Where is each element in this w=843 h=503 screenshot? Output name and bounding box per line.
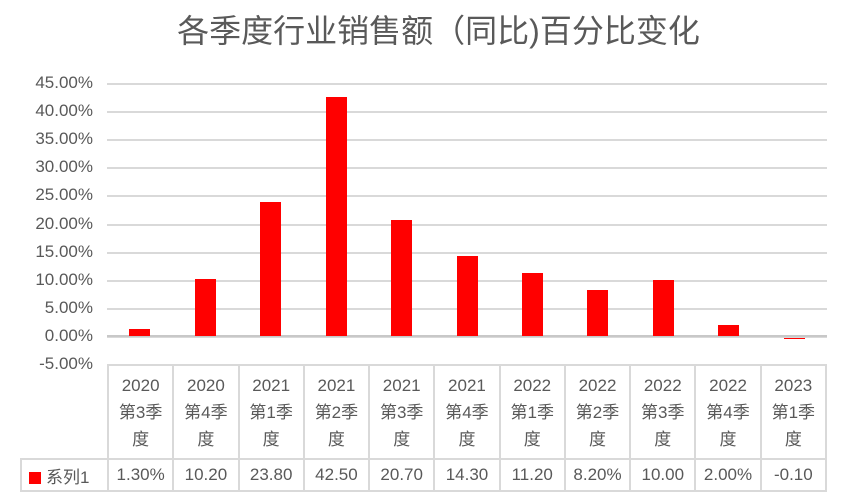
data-table-header-cell: 2022 第1季 度: [498, 364, 566, 460]
bar[interactable]: [325, 97, 347, 336]
data-table-header-cell: 2022 第2季 度: [563, 364, 632, 460]
data-table-value-cell: 42.50: [302, 458, 371, 492]
bar[interactable]: [718, 324, 740, 336]
gridline: [107, 111, 827, 114]
data-table-value-cell: -0.10: [759, 458, 828, 492]
gridline: [107, 223, 827, 226]
data-table-header-cell: 2022 第4季 度: [694, 364, 762, 460]
legend: 系列1: [20, 458, 109, 492]
bar[interactable]: [652, 279, 674, 336]
data-table: 2020 第3季 度 2020 第4季 度 2021 第1季 度 2021 第2季 度…: [20, 364, 828, 492]
bar[interactable]: [456, 255, 478, 336]
data-table-header-cell: 2021 第2季 度: [302, 364, 371, 460]
data-table-value-cell: 14.30: [433, 458, 501, 492]
data-table-value-row: 系列1 1.30% 10.20 23.80 42.50 20.70 14.30 11.20 8…: [20, 458, 828, 492]
y-axis-tick-label: 25.00%: [35, 185, 93, 205]
bar[interactable]: [522, 273, 543, 336]
data-table-value-cell: 20.70: [368, 458, 436, 492]
data-table-value-cell: 11.20: [498, 458, 566, 492]
y-axis-tick-label: -5.00%: [39, 354, 93, 373]
bar[interactable]: [783, 337, 805, 339]
y-axis-tick-label: 35.00%: [35, 129, 93, 149]
data-table-header-cell: 2021 第3季 度: [368, 364, 436, 460]
y-axis-tick-label: 5.00%: [44, 297, 93, 317]
data-table-header-cell: 2022 第3季 度: [629, 364, 697, 460]
data-table-value-cell: 23.80: [237, 458, 305, 492]
data-table-header-row: 2020 第3季 度 2020 第4季 度 2021 第1季 度 2021 第2季 度…: [21, 364, 828, 460]
gridline: [107, 83, 827, 85]
y-axis-tick-label: 0.00%: [44, 325, 93, 345]
y-axis-tick-label: 20.00%: [35, 213, 93, 233]
y-axis-tick-label: 45.00%: [35, 73, 93, 92]
bar[interactable]: [587, 289, 609, 336]
data-table-value-cell: 2.00%: [694, 458, 762, 492]
data-table-header-cell: 2020 第4季 度: [172, 364, 240, 460]
data-table-header-cell: 2023 第1季 度: [759, 364, 828, 460]
gridline: [107, 167, 827, 170]
chart-title: 各季度行业销售额（同比)百分比变化: [177, 13, 700, 49]
y-axis-tick-label: 10.00%: [35, 269, 93, 289]
plot-area: [107, 83, 827, 364]
data-table-header-cell: 2020 第3季 度: [106, 364, 175, 460]
data-table-value-cell: 10.20: [172, 458, 240, 492]
data-table-value-cell: 8.20%: [563, 458, 632, 492]
data-table-corner-cell: [21, 365, 108, 459]
bar[interactable]: [129, 328, 151, 336]
legend-marker-red-square-icon: [29, 471, 41, 484]
bar[interactable]: [194, 278, 216, 336]
y-axis-tick-label: 15.00%: [35, 241, 93, 261]
y-axis-tick-label: 40.00%: [35, 101, 93, 121]
data-table-header-cell: 2021 第4季 度: [433, 364, 501, 460]
legend-label: 系列1: [46, 467, 90, 487]
y-axis-tick-label: 30.00%: [35, 157, 93, 177]
bar[interactable]: [260, 202, 282, 336]
bar[interactable]: [391, 219, 412, 336]
gridline: [107, 251, 827, 254]
data-table-value-cell: 10.00: [629, 458, 697, 492]
gridline: [107, 195, 827, 198]
gridline: [107, 139, 827, 142]
data-table-value-cell: 1.30%: [106, 458, 175, 492]
data-table-header-cell: 2021 第1季 度: [237, 364, 305, 460]
x-axis-line: [107, 335, 827, 337]
